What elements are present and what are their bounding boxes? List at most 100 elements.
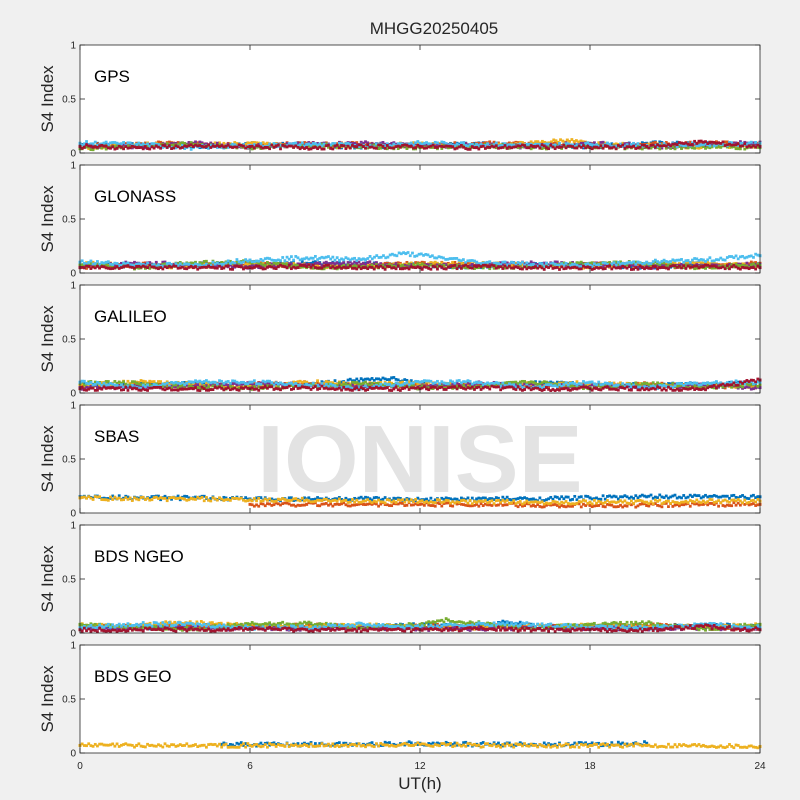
interp-point [296,264,300,268]
interp-point [218,263,221,267]
interp-point [738,141,742,145]
interp-point [307,147,311,151]
interp-point [453,260,457,264]
interp-point [571,266,574,269]
interp-point [353,266,357,270]
interp-point [470,264,474,268]
interp-point [407,267,411,271]
interp-point [677,145,681,148]
interp-point [697,258,701,262]
interp-point [327,255,330,258]
interp-point [573,263,577,266]
interp-point [143,141,147,145]
interp-point [300,141,304,145]
data-point [475,146,479,150]
interp-point [316,258,319,261]
interp-point [222,262,226,266]
interp-point [281,256,285,259]
interp-point [322,261,326,265]
interp-point [154,266,158,270]
interp-point [527,142,531,146]
interp-point [747,262,751,266]
interp-point [536,142,540,146]
interp-point [366,141,370,145]
interp-point [468,266,472,270]
interp-point [401,143,404,147]
interp-point [161,145,165,149]
interp-point [632,382,635,385]
interp-point [736,144,740,147]
interp-point [460,266,463,270]
data-point [191,145,195,149]
interp-point [579,267,583,271]
interp-point [658,147,662,151]
interp-point [316,266,319,270]
interp-point [627,260,631,264]
interp-point [416,140,420,143]
interp-point [209,141,213,145]
interp-point [213,262,217,266]
interp-point [231,144,234,148]
interp-point [525,265,529,268]
interp-point [335,256,339,260]
interp-point [394,377,398,381]
interp-point [523,144,527,147]
interp-point [684,141,688,145]
interp-point [390,266,394,270]
interp-point [693,257,697,260]
interp-point [396,378,400,382]
interp-point [316,264,319,268]
interp-point [237,263,241,267]
interp-point [695,264,699,268]
interp-point [133,382,136,385]
interp-point [130,266,134,269]
interp-point [139,262,143,266]
interp-point [130,263,134,267]
interp-point [536,140,540,144]
interp-point [677,264,681,268]
interp-point [379,143,383,147]
interp-point [250,141,254,145]
interp-point [429,142,433,146]
interp-point [348,141,352,145]
interp-point [202,260,206,263]
interp-point [651,260,655,263]
interp-point [541,139,544,143]
data-point [305,262,309,266]
interp-point [181,262,184,266]
interp-point [667,260,670,264]
interp-point [440,147,444,150]
interp-point [497,144,500,148]
interp-point [224,146,228,150]
interp-point [80,259,84,263]
interp-point [521,267,524,271]
interp-point [104,140,108,144]
interp-point [353,379,357,383]
interp-point [627,142,631,146]
interp-point [80,383,84,387]
interp-point [595,262,598,266]
interp-point [756,143,760,147]
interp-point [540,262,544,266]
data-point [248,141,252,145]
interp-point [579,265,583,268]
interp-point [211,144,215,148]
interp-point [405,264,409,268]
interp-point [194,143,197,147]
interp-point [658,144,662,148]
interp-point [209,265,213,269]
interp-point [429,144,433,148]
interp-point [322,144,326,148]
interp-point [351,257,354,261]
interp-point [442,263,446,267]
interp-point [377,377,380,381]
interp-point [128,261,132,265]
interp-point [732,262,736,266]
interp-point [359,267,363,271]
interp-point [518,140,522,144]
interp-point [372,267,376,271]
interp-point [111,263,115,266]
interp-point [113,261,117,265]
interp-point [632,260,635,264]
